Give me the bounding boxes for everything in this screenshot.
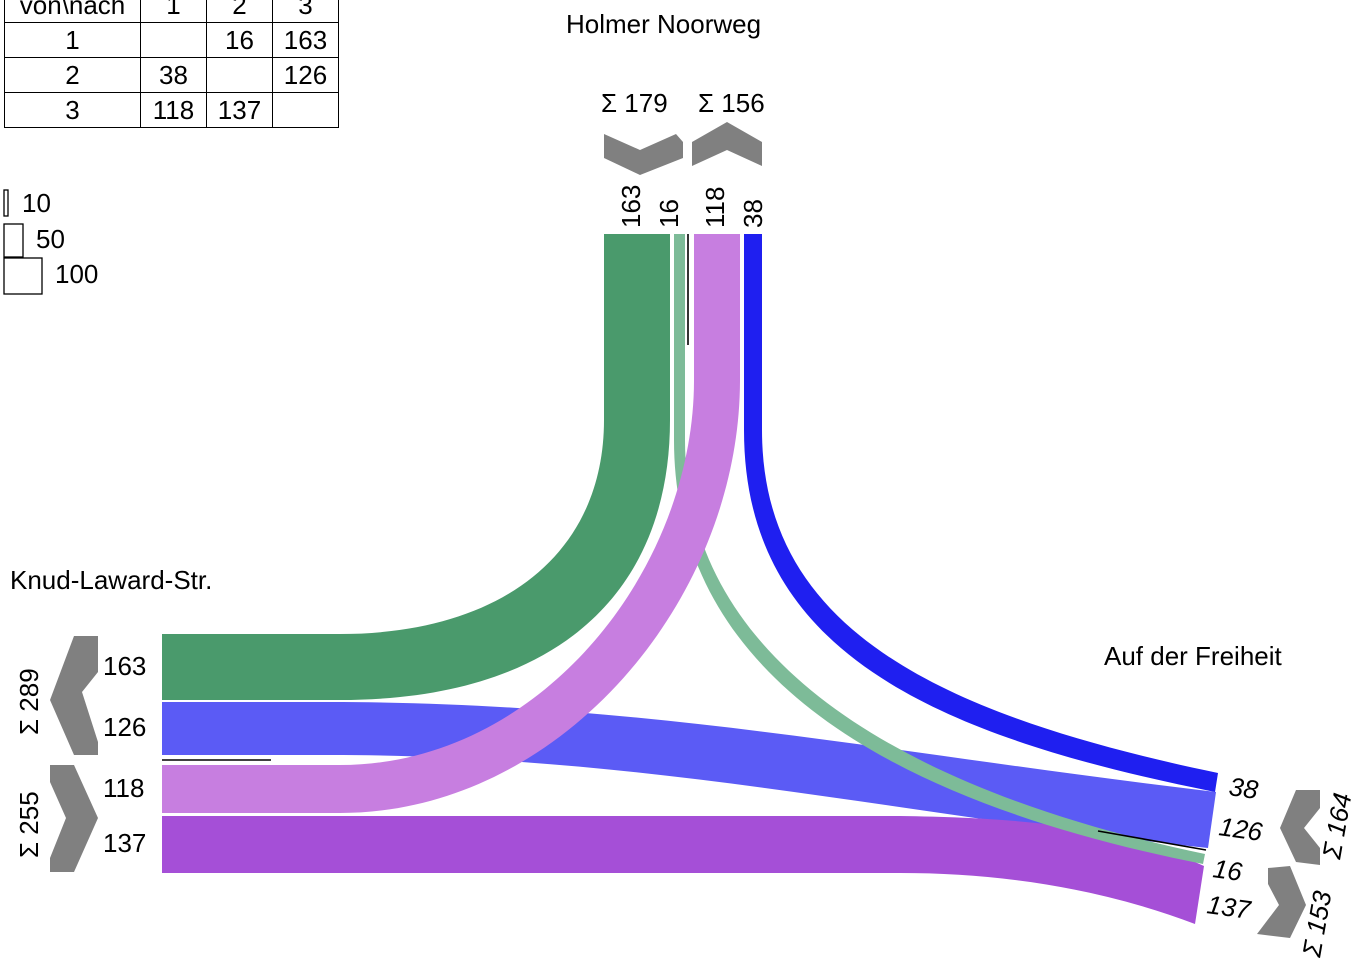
flow-label-top-38: 38 [738, 199, 768, 228]
table-cell [140, 22, 207, 58]
chevron-left-out-icon [50, 636, 98, 755]
table-row: 2 38 126 [4, 57, 339, 93]
legend-box-100 [3, 257, 43, 295]
legend-label-10: 10 [22, 188, 51, 218]
chevrons [50, 122, 1320, 938]
table-row-label: 2 [4, 57, 141, 93]
flow-label-right-16: 16 [1211, 853, 1244, 887]
chevron-top-out-icon [604, 134, 683, 175]
chevron-top-in-icon [692, 122, 762, 166]
flow-label-top-118: 118 [700, 187, 730, 228]
sum-left-in: Σ 255 [14, 791, 44, 858]
flow-label-left-163: 163 [103, 651, 146, 681]
arm-name-right: Auf der Freiheit [1104, 641, 1283, 671]
arm-name-left: Knud-Laward-Str. [10, 565, 212, 595]
legend-box-50 [3, 223, 24, 258]
table-row: 1 16 163 [4, 22, 339, 58]
flow-band-2-to-3 [162, 702, 1216, 848]
table-cell: 163 [272, 22, 339, 58]
sum-right-out: Σ 164 [1316, 791, 1357, 862]
flow-label-top-16: 16 [654, 199, 684, 228]
flow-band-2-to-1 [744, 234, 1218, 792]
sum-left-out: Σ 289 [14, 668, 44, 735]
sum-top-out: Σ 179 [601, 88, 668, 118]
chevron-left-in-icon [50, 765, 98, 872]
table-cell: 38 [140, 57, 207, 93]
table-col-header: 2 [206, 0, 273, 23]
table-cell: 118 [140, 92, 207, 128]
flow-band-1-to-3 [162, 234, 670, 700]
flow-label-left-118: 118 [103, 773, 144, 803]
width-legend: 10 50 100 [3, 188, 98, 295]
legend-label-100: 100 [55, 259, 98, 289]
flow-label-right-38: 38 [1227, 771, 1260, 805]
table-row: 3 118 137 [4, 92, 339, 128]
flow-band-3-to-2 [162, 816, 1204, 924]
table-corner-cell: von\nach [4, 0, 141, 23]
flow-band-3-to-1 [162, 234, 740, 813]
od-matrix-table: von\nach 1 2 3 1 16 163 2 38 126 3 118 1… [4, 0, 339, 128]
table-row-label: 3 [4, 92, 141, 128]
legend-box-10 [3, 189, 9, 217]
flow-bands [162, 234, 1218, 924]
flow-label-top-163: 163 [616, 185, 646, 228]
table-cell [272, 92, 339, 128]
flow-label-right-126: 126 [1217, 811, 1265, 847]
table-cell: 137 [206, 92, 273, 128]
guide-line [1097, 830, 1207, 851]
chevron-right-out-icon [1280, 790, 1320, 865]
chevron-right-in-icon [1257, 866, 1306, 938]
arm-name-top: Holmer Noorweg [566, 9, 761, 39]
legend-label-50: 50 [36, 224, 65, 254]
flow-label-left-137: 137 [103, 828, 146, 858]
table-cell: 126 [272, 57, 339, 93]
sum-top-in: Σ 156 [698, 88, 765, 118]
table-cell: 16 [206, 22, 273, 58]
flow-label-left-126: 126 [103, 712, 146, 742]
flow-label-right-137: 137 [1205, 889, 1254, 925]
